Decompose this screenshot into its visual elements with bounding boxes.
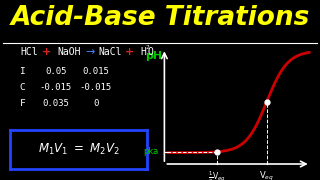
Text: pH: pH [146,51,163,61]
Text: -0.015: -0.015 [40,83,72,92]
Text: NaCl: NaCl [99,47,122,57]
Text: NaOH: NaOH [57,47,81,57]
Text: F: F [20,99,25,108]
Text: +: + [42,47,51,57]
Text: HCl: HCl [20,47,38,57]
Text: Acid-Base Titrations: Acid-Base Titrations [10,5,310,31]
Text: →: → [85,47,95,57]
Text: H: H [140,47,146,57]
Text: O: O [148,47,154,57]
Text: $M_1V_1\ =\ M_2V_2$: $M_1V_1\ =\ M_2V_2$ [38,142,119,157]
Text: +: + [125,47,134,57]
Text: -0.015: -0.015 [80,83,112,92]
Text: V$_{eq}$: V$_{eq}$ [259,170,274,180]
Text: 0: 0 [93,99,99,108]
Text: 2: 2 [145,45,149,50]
Text: 0.05: 0.05 [45,67,67,76]
Text: $\frac{1}{2}$V$_{eq}$: $\frac{1}{2}$V$_{eq}$ [208,170,226,180]
Text: 0.035: 0.035 [43,99,69,108]
Text: pka: pka [143,147,158,156]
Text: 0.015: 0.015 [83,67,109,76]
Text: C: C [20,83,25,92]
Text: I: I [20,67,25,76]
